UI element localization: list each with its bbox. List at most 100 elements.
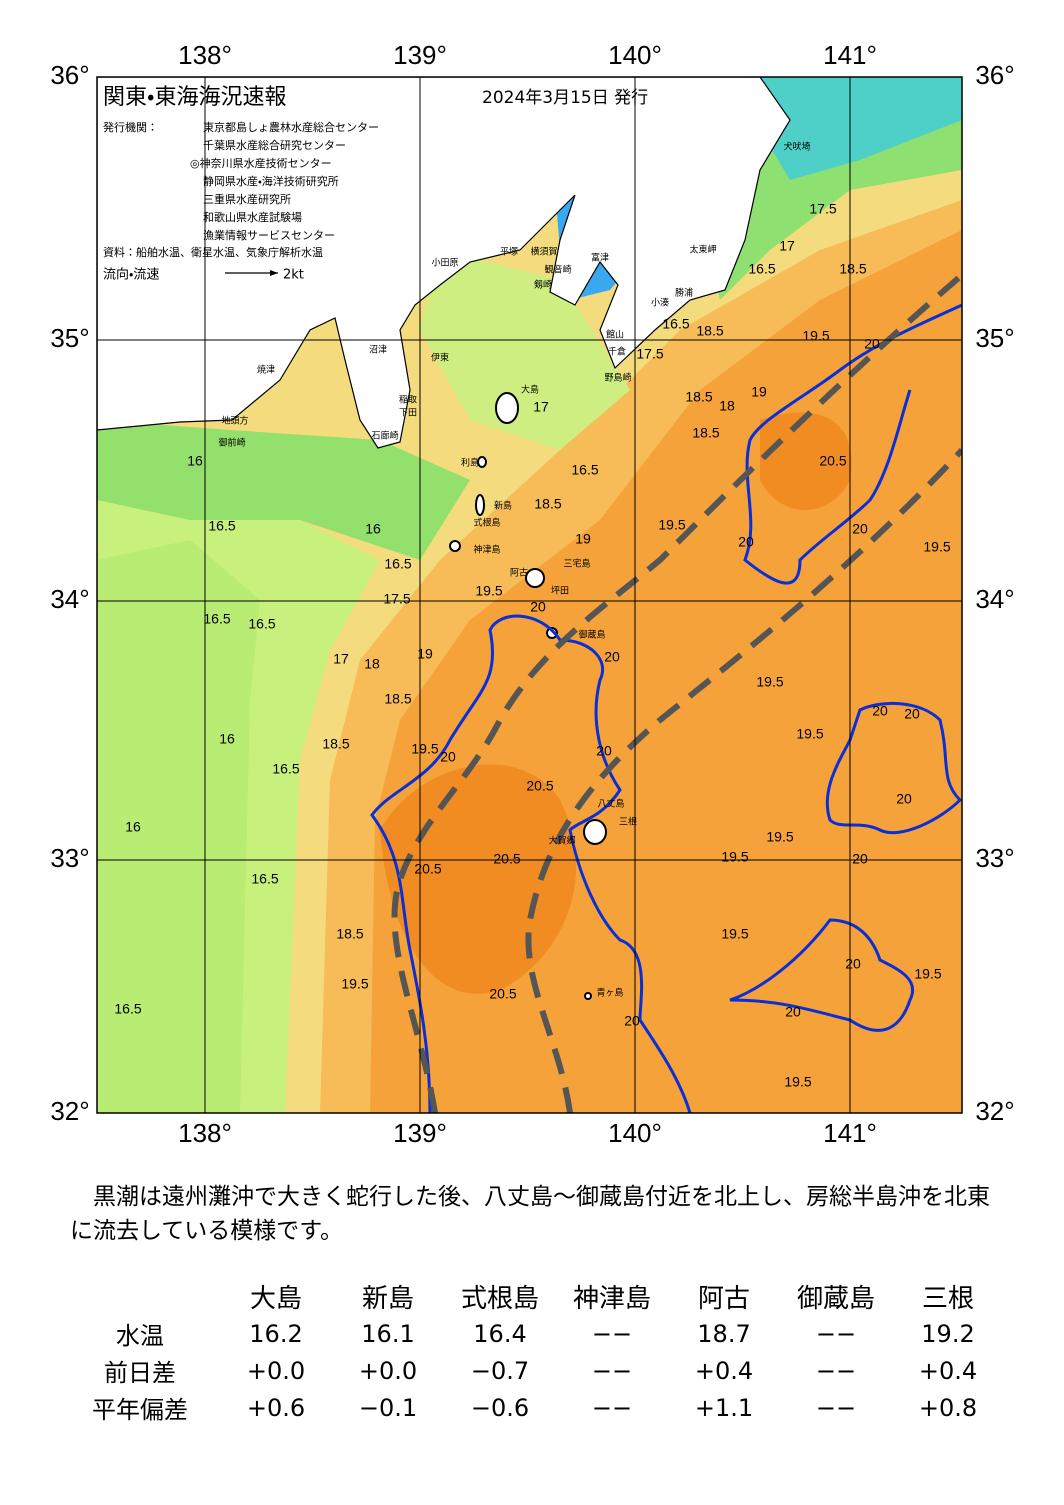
map-title: 関東・東海海況速報 xyxy=(103,85,286,110)
table-header: 大島 新島 式根島 神津島 阿古 御蔵島 三根 xyxy=(60,1278,1004,1315)
table-cell: +1.1 xyxy=(694,1393,754,1422)
contour-label: 19 xyxy=(751,384,767,400)
contour-label: 20.5 xyxy=(414,861,441,877)
issuers-label: 発行機関： xyxy=(103,120,158,134)
sea-zone xyxy=(97,77,962,1113)
table-body: 水温 16.2 16.1 16.4 −− 18.7 −− 19.2 前日差 +0.0 +0.0 −0.… xyxy=(60,1315,1004,1426)
kuroshio-line xyxy=(391,272,962,1113)
issuer: 静岡県水産・海洋技術研究所 xyxy=(203,174,339,188)
contour-label: 20 xyxy=(530,599,546,615)
place-name: 平塚 xyxy=(500,247,518,258)
contour-line xyxy=(825,701,962,835)
place-name: 式根島 xyxy=(473,517,500,529)
contour-label: 16 xyxy=(219,731,235,747)
contour-label: 20 xyxy=(904,706,920,722)
sea-zone xyxy=(420,250,630,450)
longitude-label: 141° xyxy=(823,40,877,70)
island xyxy=(583,819,607,845)
table-cell: 16.1 xyxy=(361,1319,415,1348)
table-cell: 16.4 xyxy=(473,1319,527,1348)
table-cell: −− xyxy=(815,1393,857,1422)
longitude-label: 141° xyxy=(823,1118,877,1148)
contour-label: 18.5 xyxy=(696,323,723,339)
contour-label: 16.5 xyxy=(203,611,230,627)
place-name: 富津 xyxy=(591,252,609,264)
contour-label: 20 xyxy=(738,534,754,550)
contour-label: 19.5 xyxy=(475,583,502,599)
place-name: 大島 xyxy=(521,384,539,396)
contour-label: 19.5 xyxy=(341,976,368,992)
place-name: 野島崎 xyxy=(604,372,631,384)
table-cell: +0.4 xyxy=(694,1356,754,1385)
place-name: 三根 xyxy=(619,816,637,828)
contour-label: 16 xyxy=(187,453,203,469)
table-cell: −0.6 xyxy=(470,1393,530,1422)
contour-label: 18.5 xyxy=(534,496,561,512)
place-name: 御前崎 xyxy=(218,437,245,449)
place-name: 小湊 xyxy=(651,297,669,309)
sea-zone xyxy=(97,420,470,560)
issue-date: 2024年3月15日 発行 xyxy=(482,88,648,108)
contour-label: 16.5 xyxy=(114,1001,141,1017)
contour-label: 16.5 xyxy=(571,462,598,478)
contour-label: 16.5 xyxy=(251,871,278,887)
table-cell: −0.7 xyxy=(470,1356,530,1385)
sea-warmest xyxy=(760,412,852,510)
contour-line xyxy=(370,614,692,1113)
contour-label: 18.5 xyxy=(336,926,363,942)
latitude-label: 35° xyxy=(50,323,89,353)
contour-label: 16 xyxy=(365,521,381,537)
contour-label: 20 xyxy=(596,743,612,759)
island xyxy=(475,494,485,516)
island-temperature-table: 大島 新島 式根島 神津島 阿古 御蔵島 三根 水温 16.2 16.1 16.4 −− 18.7 −−… xyxy=(60,1278,1004,1426)
contour-label: 20 xyxy=(872,703,888,719)
place-name: 小田原 xyxy=(431,258,458,269)
contour-label: 18.5 xyxy=(384,691,411,707)
place-name: 観音崎 xyxy=(544,264,571,276)
map-frame xyxy=(96,76,963,1114)
table-cell: +0.4 xyxy=(918,1356,978,1385)
legend-arrow-head xyxy=(270,270,278,276)
table-cell: 19.2 xyxy=(921,1319,975,1348)
contour-label: 17 xyxy=(533,399,549,415)
contour-label: 20.5 xyxy=(526,778,553,794)
island xyxy=(584,992,592,1000)
contour-label: 19.5 xyxy=(802,328,829,344)
place-name: 千倉 xyxy=(608,347,626,358)
latitude-label: 32° xyxy=(975,1096,1014,1126)
place-name: 神津島 xyxy=(473,544,500,556)
coordinate-labels: 138° 138° 139° 139° 140° 140° 141° 141° 36° 36° 35… xyxy=(50,40,1014,1148)
contour-label: 20 xyxy=(852,851,868,867)
island xyxy=(525,568,545,588)
latitude-label: 33° xyxy=(50,843,89,873)
place-name: 坪田 xyxy=(551,586,569,597)
data-source: 資料：船舶水温、衛星水温、気象庁解析水温 xyxy=(103,245,323,259)
place-name: 八丈島 xyxy=(597,798,624,810)
island xyxy=(546,627,558,639)
longitude-label: 140° xyxy=(608,1118,662,1148)
latitude-label: 36° xyxy=(50,60,89,90)
contour-line xyxy=(743,303,962,585)
issuer: 三重県水産研究所 xyxy=(203,192,291,206)
latitude-label: 33° xyxy=(975,843,1014,873)
contour-label: 17.5 xyxy=(636,346,663,362)
contour-label: 19.5 xyxy=(721,849,748,865)
longitude-label: 139° xyxy=(393,40,447,70)
sea-cold xyxy=(740,77,962,180)
contour-label: 19.5 xyxy=(914,966,941,982)
place-name: 利島 xyxy=(461,457,479,469)
column-header: 御蔵島 xyxy=(796,1284,875,1314)
place-name: 新島 xyxy=(494,500,512,512)
latitude-label: 36° xyxy=(975,60,1014,90)
contour-label: 16.5 xyxy=(384,556,411,572)
table-row: 水温 16.2 16.1 16.4 −− 18.7 −− 19.2 xyxy=(60,1315,1004,1352)
contour-label: 16.5 xyxy=(208,518,235,534)
place-name: 横須賀 xyxy=(530,246,557,258)
row-header: 前日差 xyxy=(104,1359,176,1387)
longitude-label: 138° xyxy=(178,40,232,70)
island xyxy=(449,540,461,552)
latitude-label: 34° xyxy=(50,584,89,614)
